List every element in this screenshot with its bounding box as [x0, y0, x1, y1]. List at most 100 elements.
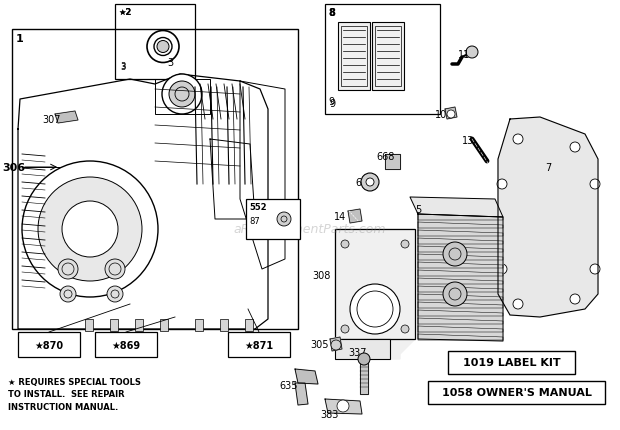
Text: 13: 13 — [462, 136, 474, 146]
Polygon shape — [295, 383, 308, 405]
Polygon shape — [295, 369, 318, 384]
Bar — [18, 332, 80, 357]
Polygon shape — [418, 270, 503, 276]
Text: 552: 552 — [249, 203, 267, 212]
Text: 1058 OWNER'S MANUAL: 1058 OWNER'S MANUAL — [441, 387, 591, 398]
Circle shape — [157, 41, 169, 53]
Polygon shape — [418, 262, 503, 268]
Polygon shape — [335, 230, 415, 359]
Polygon shape — [348, 209, 362, 224]
Bar — [135, 319, 143, 331]
Circle shape — [358, 353, 370, 365]
Polygon shape — [210, 140, 255, 219]
Circle shape — [341, 325, 349, 333]
Bar — [115, 5, 195, 80]
Text: 14: 14 — [334, 212, 346, 221]
Text: 8: 8 — [328, 8, 335, 18]
Bar — [160, 319, 168, 331]
Polygon shape — [330, 337, 342, 351]
Polygon shape — [418, 239, 503, 244]
Polygon shape — [445, 108, 457, 120]
Circle shape — [497, 180, 507, 190]
Polygon shape — [155, 80, 210, 115]
Bar — [375, 27, 401, 87]
Text: 10: 10 — [435, 110, 447, 120]
Circle shape — [277, 212, 291, 227]
Text: ★2: ★2 — [118, 8, 131, 17]
Bar — [246, 200, 300, 240]
Bar — [335, 230, 415, 339]
Text: 635: 635 — [279, 380, 298, 390]
Text: 3: 3 — [120, 63, 125, 72]
Circle shape — [105, 259, 125, 280]
Polygon shape — [418, 230, 503, 237]
Bar — [95, 332, 157, 357]
Bar — [195, 319, 203, 331]
Text: 8: 8 — [328, 8, 335, 18]
Circle shape — [341, 240, 349, 249]
Text: 3: 3 — [120, 62, 125, 71]
Polygon shape — [418, 278, 503, 284]
Text: 9: 9 — [328, 97, 334, 107]
Circle shape — [60, 286, 76, 302]
Bar — [335, 339, 390, 359]
Circle shape — [443, 283, 467, 306]
Circle shape — [366, 178, 374, 187]
Polygon shape — [240, 82, 285, 269]
Polygon shape — [418, 286, 503, 292]
Text: 87: 87 — [249, 216, 260, 225]
Text: ★2: ★2 — [118, 8, 131, 17]
Circle shape — [58, 259, 78, 280]
Bar — [155, 80, 210, 115]
Polygon shape — [418, 215, 503, 221]
Bar — [110, 319, 118, 331]
Polygon shape — [325, 399, 362, 414]
Polygon shape — [418, 326, 503, 332]
Circle shape — [361, 174, 379, 191]
Circle shape — [466, 47, 478, 59]
Polygon shape — [418, 294, 503, 300]
Circle shape — [570, 294, 580, 304]
Circle shape — [337, 400, 349, 412]
Polygon shape — [418, 246, 503, 252]
Polygon shape — [418, 222, 503, 228]
Text: 9: 9 — [329, 99, 335, 109]
Bar — [220, 319, 228, 331]
Polygon shape — [360, 359, 368, 394]
Polygon shape — [385, 155, 400, 169]
Text: 337: 337 — [348, 347, 366, 357]
Bar — [228, 332, 290, 357]
Polygon shape — [418, 334, 503, 340]
Text: 5: 5 — [415, 205, 421, 215]
Circle shape — [401, 325, 409, 333]
Text: ★ REQUIRES SPECIAL TOOLS
TO INSTALL.  SEE REPAIR
INSTRUCTION MANUAL.: ★ REQUIRES SPECIAL TOOLS TO INSTALL. SEE… — [8, 377, 141, 411]
Circle shape — [169, 82, 195, 108]
Circle shape — [443, 243, 467, 266]
Text: 6: 6 — [355, 178, 361, 187]
Text: 1: 1 — [16, 34, 24, 44]
Polygon shape — [418, 318, 503, 324]
Circle shape — [401, 240, 409, 249]
Bar — [12, 30, 298, 329]
Circle shape — [570, 143, 580, 153]
Text: 3: 3 — [167, 58, 173, 68]
Polygon shape — [418, 310, 503, 316]
Circle shape — [590, 180, 600, 190]
Polygon shape — [498, 118, 598, 317]
Text: ★870: ★870 — [35, 340, 64, 350]
Circle shape — [350, 284, 400, 334]
Polygon shape — [55, 112, 78, 124]
Text: 11: 11 — [458, 50, 470, 60]
Circle shape — [38, 178, 142, 281]
Text: 668: 668 — [376, 152, 394, 162]
Text: 306: 306 — [2, 163, 25, 172]
Bar — [85, 319, 93, 331]
Polygon shape — [418, 302, 503, 308]
Text: 307: 307 — [42, 115, 61, 125]
Bar — [245, 319, 253, 331]
Circle shape — [447, 111, 455, 119]
Text: 305: 305 — [310, 339, 329, 349]
Bar — [372, 23, 404, 91]
Text: aReplacementParts.com: aReplacementParts.com — [234, 223, 386, 236]
Circle shape — [331, 340, 341, 350]
